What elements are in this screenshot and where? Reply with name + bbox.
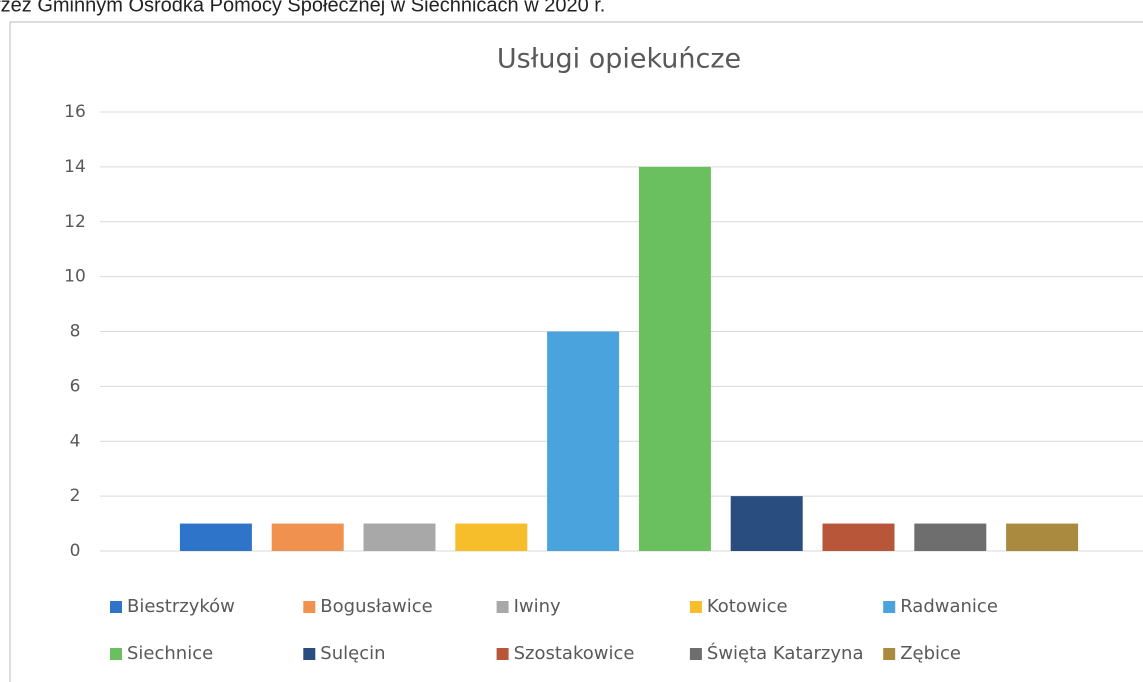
y-tick-label: 10 [64, 267, 86, 287]
legend-label: Bogusławice [320, 596, 432, 617]
legend-label: Święta Katarzyna [707, 642, 864, 664]
legend-label: Radwanice [900, 596, 998, 617]
y-tick-label: 6 [70, 376, 81, 396]
legend-swatch [110, 648, 122, 660]
y-tick-label: 12 [64, 212, 86, 232]
bar [822, 523, 895, 551]
caption: rzez Gminnym Ośrodka Pomocy Społecznej w… [0, 0, 605, 16]
legend-label: Kotowice [707, 596, 788, 617]
y-tick-label: 8 [70, 322, 81, 342]
legend-swatch [496, 648, 509, 660]
y-tick-label: 2 [70, 486, 81, 506]
legend-swatch [303, 648, 316, 660]
bar [914, 523, 987, 551]
bar [1006, 523, 1079, 551]
chart-title: Usługi opiekuńcze [497, 44, 741, 75]
legend-swatch [689, 601, 702, 613]
bar [547, 331, 620, 551]
legend-label: Siechnice [127, 643, 213, 664]
legend-swatch [303, 601, 316, 613]
legend-label: Iwiny [514, 596, 561, 617]
chart-frame [9, 21, 1143, 682]
legend-label: Sulęcin [320, 643, 385, 664]
bar [363, 523, 436, 551]
legend-swatch [496, 601, 509, 613]
legend-swatch [883, 601, 896, 613]
bar [179, 523, 252, 551]
y-tick-label: 4 [70, 431, 81, 451]
y-tick-label: 0 [70, 541, 81, 561]
legend-label: Biestrzyków [127, 596, 235, 617]
legend-swatch [110, 601, 122, 613]
bar [455, 523, 528, 551]
y-tick-label: 16 [64, 102, 86, 122]
bar [271, 523, 344, 551]
bar [730, 496, 803, 551]
legend-label: Szostakowice [514, 643, 635, 664]
bar [638, 166, 711, 551]
legend-label: Zębice [900, 643, 961, 664]
legend-swatch [883, 648, 896, 660]
y-tick-label: 14 [64, 157, 86, 177]
legend-swatch [689, 648, 702, 660]
